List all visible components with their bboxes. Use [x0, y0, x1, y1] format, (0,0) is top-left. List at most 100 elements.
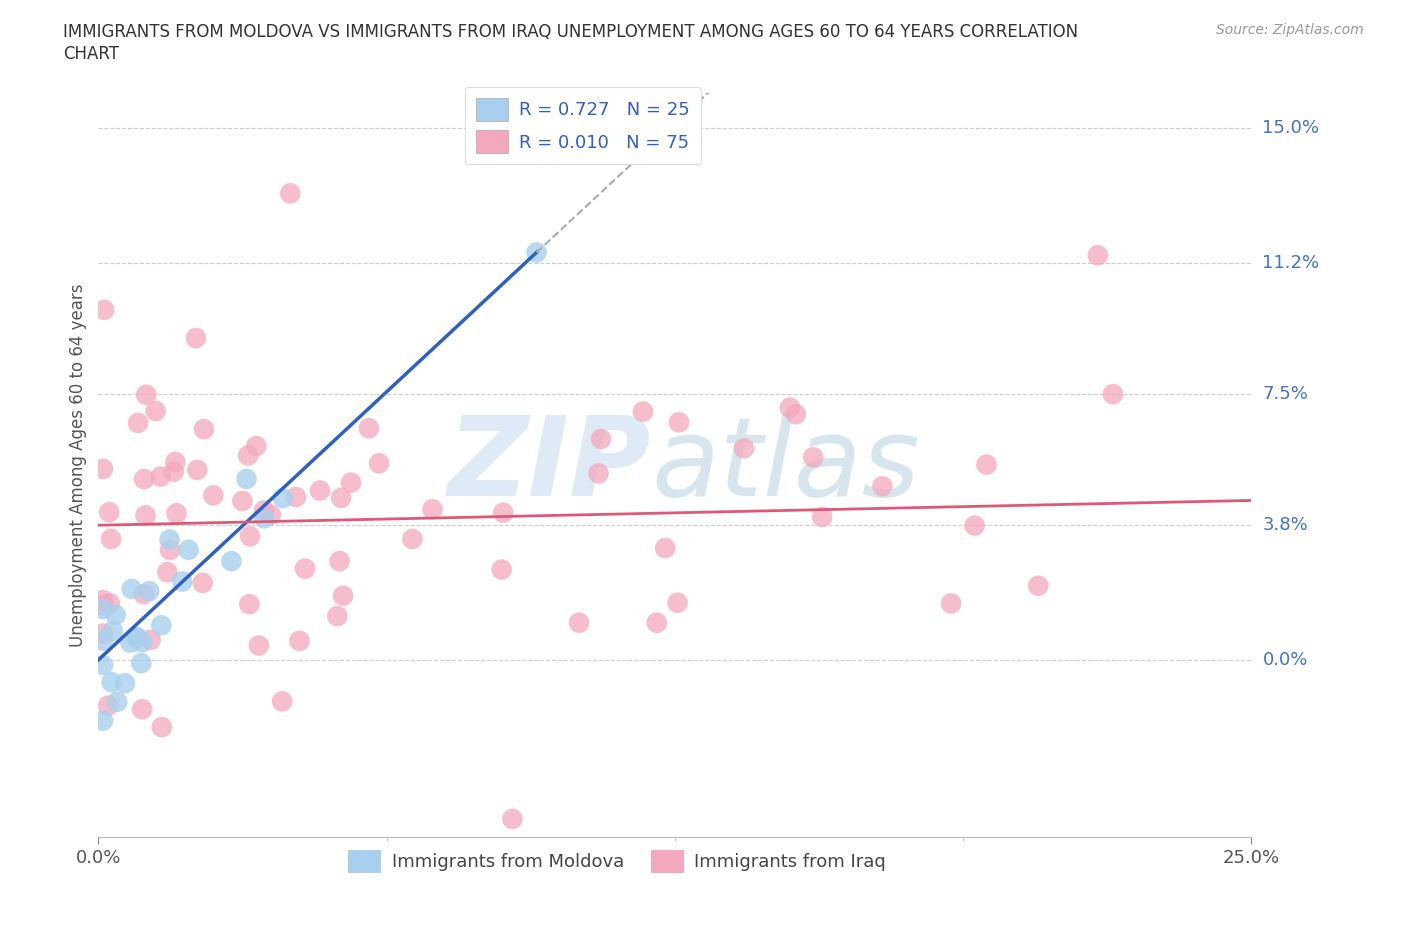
- Point: [166, 506, 188, 521]
- Point: [733, 441, 755, 456]
- Point: [401, 531, 423, 546]
- Point: [260, 508, 283, 523]
- Point: [159, 532, 181, 547]
- Point: [129, 656, 152, 671]
- Y-axis label: Unemployment Among Ages 60 to 64 years: Unemployment Among Ages 60 to 64 years: [69, 284, 87, 646]
- Point: [93, 598, 115, 613]
- Point: [150, 720, 173, 735]
- Point: [114, 676, 136, 691]
- Point: [278, 186, 301, 201]
- Point: [91, 658, 114, 672]
- Point: [340, 475, 363, 490]
- Point: [134, 472, 156, 486]
- Point: [245, 439, 267, 454]
- Point: [329, 553, 352, 568]
- Point: [121, 581, 143, 596]
- Point: [231, 494, 253, 509]
- Point: [589, 432, 612, 446]
- Point: [101, 623, 124, 638]
- Point: [309, 483, 332, 498]
- Point: [165, 455, 187, 470]
- Point: [132, 587, 155, 602]
- Point: [284, 489, 307, 504]
- Point: [221, 553, 243, 568]
- Point: [139, 632, 162, 647]
- Point: [326, 608, 349, 623]
- Point: [91, 633, 114, 648]
- Point: [120, 635, 142, 650]
- Text: 7.5%: 7.5%: [1263, 385, 1309, 403]
- Point: [253, 511, 276, 525]
- Point: [98, 505, 121, 520]
- Point: [631, 405, 654, 419]
- Point: [134, 508, 156, 523]
- Point: [100, 532, 122, 547]
- Point: [645, 616, 668, 631]
- Point: [963, 518, 986, 533]
- Point: [238, 597, 260, 612]
- Text: 3.8%: 3.8%: [1263, 516, 1308, 534]
- Point: [104, 607, 127, 622]
- Point: [492, 505, 515, 520]
- Point: [238, 448, 260, 463]
- Point: [368, 456, 391, 471]
- Point: [172, 574, 194, 589]
- Point: [332, 589, 354, 604]
- Point: [127, 416, 149, 431]
- Point: [177, 542, 200, 557]
- Point: [184, 331, 207, 346]
- Point: [145, 404, 167, 418]
- Point: [801, 450, 824, 465]
- Point: [666, 595, 689, 610]
- Point: [91, 626, 114, 641]
- Point: [294, 561, 316, 576]
- Point: [357, 420, 380, 435]
- Point: [271, 491, 294, 506]
- Point: [330, 490, 353, 505]
- Point: [239, 529, 262, 544]
- Point: [939, 596, 962, 611]
- Point: [156, 565, 179, 579]
- Point: [785, 406, 807, 421]
- Point: [93, 302, 115, 317]
- Point: [163, 464, 186, 479]
- Point: [1026, 578, 1049, 593]
- Point: [501, 812, 523, 827]
- Point: [976, 458, 998, 472]
- Text: 11.2%: 11.2%: [1263, 254, 1320, 272]
- Text: ZIP: ZIP: [449, 411, 652, 519]
- Point: [422, 502, 444, 517]
- Point: [91, 602, 114, 617]
- Point: [135, 388, 157, 403]
- Point: [247, 638, 270, 653]
- Point: [526, 245, 548, 259]
- Point: [98, 596, 121, 611]
- Text: 0.0%: 0.0%: [1263, 651, 1308, 669]
- Point: [125, 630, 148, 644]
- Point: [138, 584, 160, 599]
- Point: [654, 540, 676, 555]
- Point: [91, 713, 114, 728]
- Point: [202, 488, 225, 503]
- Point: [91, 461, 114, 476]
- Text: IMMIGRANTS FROM MOLDOVA VS IMMIGRANTS FROM IRAQ UNEMPLOYMENT AMONG AGES 60 TO 64: IMMIGRANTS FROM MOLDOVA VS IMMIGRANTS FR…: [63, 23, 1078, 41]
- Text: 15.0%: 15.0%: [1263, 119, 1319, 138]
- Point: [131, 702, 153, 717]
- Text: Source: ZipAtlas.com: Source: ZipAtlas.com: [1216, 23, 1364, 37]
- Point: [872, 479, 894, 494]
- Text: CHART: CHART: [63, 45, 120, 62]
- Point: [668, 415, 690, 430]
- Point: [235, 472, 257, 486]
- Point: [150, 618, 173, 632]
- Point: [191, 576, 214, 591]
- Point: [1102, 387, 1125, 402]
- Legend: Immigrants from Moldova, Immigrants from Iraq: Immigrants from Moldova, Immigrants from…: [342, 843, 893, 880]
- Point: [131, 635, 153, 650]
- Point: [149, 469, 172, 484]
- Point: [568, 616, 591, 631]
- Text: atlas: atlas: [652, 411, 921, 519]
- Point: [159, 542, 181, 557]
- Point: [779, 400, 801, 415]
- Point: [125, 631, 148, 645]
- Point: [100, 675, 122, 690]
